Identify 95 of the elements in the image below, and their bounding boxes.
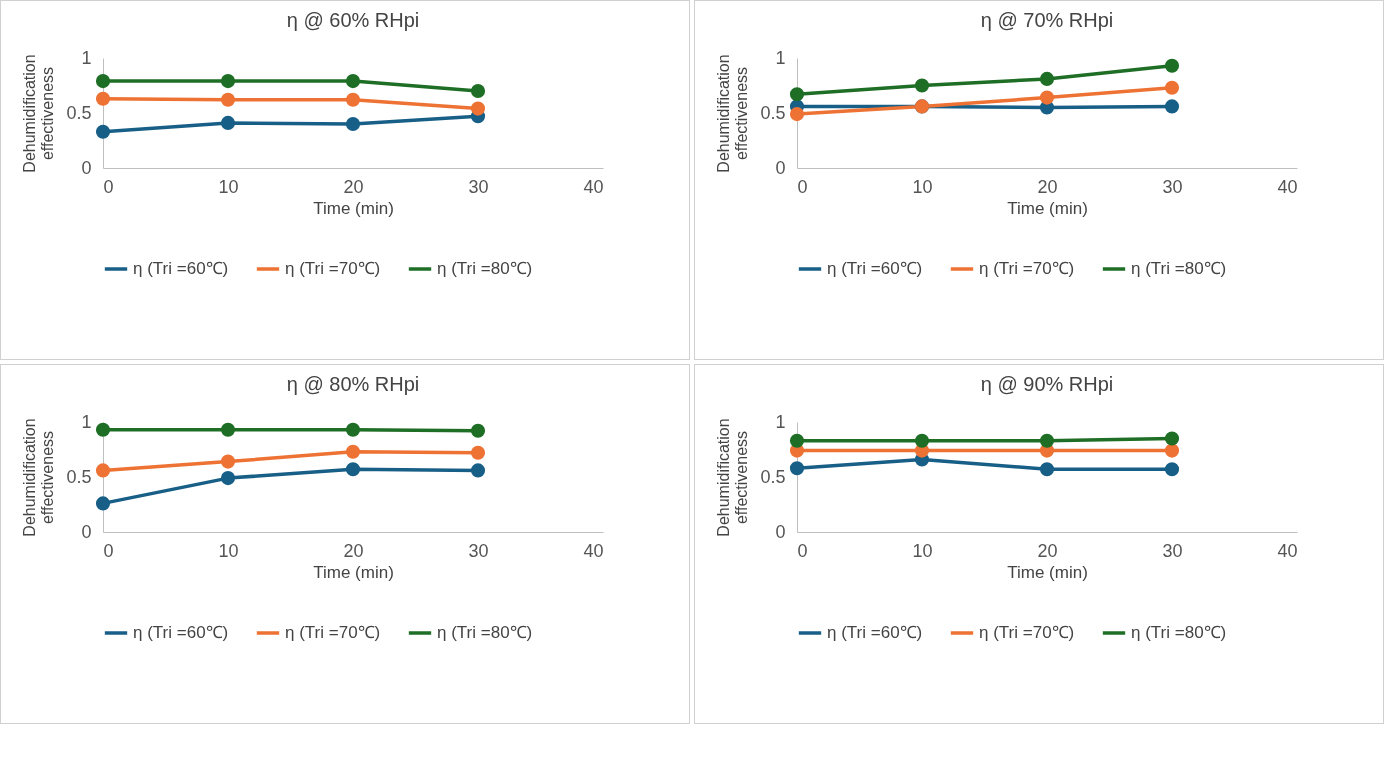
point (345, 92, 361, 107)
point (345, 444, 361, 459)
x-tick-label: 40 (1277, 176, 1298, 197)
x-tick-label: 20 (343, 540, 364, 561)
chart-title: η @ 70% RHpi (980, 9, 1114, 31)
y-axis-title: Dehumidification effectiveness (715, 54, 751, 173)
point (470, 423, 486, 438)
legend-label: η (Tri =70℃) (285, 259, 381, 278)
point (914, 433, 930, 448)
x-axis-title: Time (min) (1007, 198, 1088, 218)
point (789, 433, 805, 448)
x-tick-label: 10 (912, 540, 933, 561)
x-tick-label: 30 (1162, 176, 1183, 197)
legend-label: η (Tri =70℃) (979, 623, 1075, 642)
point (1164, 462, 1180, 477)
y-axis-title: Dehumidification effectiveness (21, 54, 57, 173)
y-tick-label: 0 (81, 521, 92, 542)
legend-label: η (Tri =80℃) (1131, 259, 1227, 278)
legend-label: η (Tri =80℃) (437, 623, 533, 642)
point (220, 74, 236, 89)
x-tick-label: 20 (1037, 176, 1058, 197)
x-tick-label: 20 (343, 176, 364, 197)
point (1164, 80, 1180, 95)
point (220, 92, 236, 107)
x-tick-label: 30 (1162, 540, 1183, 561)
point (1039, 462, 1055, 477)
point (220, 471, 236, 486)
x-tick-label: 10 (218, 176, 239, 197)
y-tick-label: 0.5 (760, 102, 786, 123)
y-tick-label: 0 (775, 521, 786, 542)
x-tick-label: 30 (468, 540, 489, 561)
legend-label: η (Tri =60℃) (827, 259, 923, 278)
y-tick-label: 0.5 (760, 466, 786, 487)
x-tick-label: 0 (103, 540, 114, 561)
point (914, 78, 930, 93)
x-tick-label: 30 (468, 176, 489, 197)
y-axis-title: Dehumidification effectiveness (21, 418, 57, 537)
point (220, 115, 236, 130)
point (1164, 443, 1180, 458)
point (789, 461, 805, 476)
point (470, 83, 486, 99)
x-tick-label: 40 (583, 540, 604, 561)
y-tick-label: 0.5 (66, 466, 92, 487)
x-tick-label: 40 (1277, 540, 1298, 561)
y-tick-label: 1 (81, 411, 92, 432)
y-axis-title: Dehumidification effectiveness (715, 418, 751, 537)
x-tick-label: 10 (912, 176, 933, 197)
y-tick-label: 0.5 (66, 102, 92, 123)
point (220, 422, 236, 437)
point (95, 124, 111, 139)
point (1164, 431, 1180, 446)
legend-label: η (Tri =80℃) (1131, 623, 1227, 642)
point (95, 422, 111, 437)
point (470, 445, 486, 460)
point (345, 422, 361, 437)
x-tick-label: 0 (103, 176, 114, 197)
y-tick-label: 0 (775, 157, 786, 178)
x-tick-label: 10 (218, 540, 239, 561)
point (1164, 58, 1180, 73)
point (345, 74, 361, 89)
x-tick-label: 40 (583, 176, 604, 197)
legend-label: η (Tri =60℃) (133, 259, 229, 278)
legend-label: η (Tri =60℃) (133, 623, 229, 642)
point (95, 91, 111, 106)
point (345, 462, 361, 477)
legend-label: η (Tri =70℃) (285, 623, 381, 642)
y-tick-label: 0 (81, 157, 92, 178)
x-axis-title: Time (min) (313, 198, 394, 218)
point (789, 87, 805, 102)
point (95, 496, 111, 511)
point (1039, 71, 1055, 86)
legend-label: η (Tri =60℃) (827, 623, 923, 642)
x-axis-title: Time (min) (1007, 562, 1088, 582)
point (1039, 433, 1055, 448)
point (345, 116, 361, 132)
x-tick-label: 20 (1037, 540, 1058, 561)
point (470, 463, 486, 478)
y-tick-label: 1 (81, 47, 92, 68)
point (220, 454, 236, 469)
point (1164, 99, 1180, 114)
x-axis-title: Time (min) (313, 562, 394, 582)
point (470, 101, 486, 116)
point (1039, 90, 1055, 105)
chart-title: η @ 90% RHpi (980, 373, 1114, 395)
legend-label: η (Tri =70℃) (979, 259, 1075, 278)
x-tick-label: 0 (797, 176, 808, 197)
legend-label: η (Tri =80℃) (437, 259, 533, 278)
point (95, 463, 111, 478)
chart-title: η @ 60% RHpi (286, 9, 420, 31)
y-tick-label: 1 (775, 47, 786, 68)
y-tick-label: 1 (775, 411, 786, 432)
x-tick-label: 0 (797, 540, 808, 561)
point (95, 74, 111, 89)
point (789, 107, 805, 122)
chart-title: η @ 80% RHpi (286, 373, 420, 395)
